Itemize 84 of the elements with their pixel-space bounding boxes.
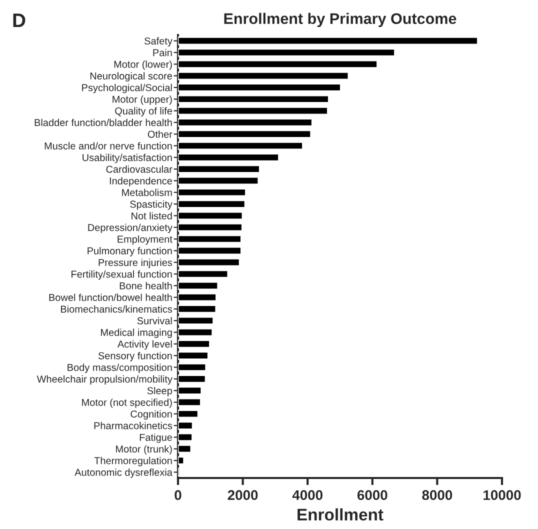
- bar: [178, 258, 240, 267]
- bar: [178, 130, 312, 138]
- y-tick-label: Pulmonary function: [88, 247, 172, 256]
- bar: [178, 36, 478, 46]
- x-tick-label: 8000: [422, 490, 452, 500]
- bar: [178, 71, 350, 80]
- bar: [178, 398, 202, 407]
- bar: [178, 153, 280, 162]
- y-tick-label: Depression/anxiety: [88, 224, 172, 234]
- y-tick-label: Spasticity: [130, 200, 172, 210]
- x-tick-label: 0: [174, 490, 182, 500]
- x-tick-label: 2000: [228, 490, 258, 500]
- y-tick-label: Bladder function/bladder health: [34, 118, 172, 126]
- y-tick-label: Neurological score: [90, 72, 172, 82]
- x-tick-label: 6000: [357, 490, 388, 500]
- bar: [178, 410, 199, 418]
- bar: [178, 176, 260, 186]
- y-tick-label: Not listed: [132, 212, 172, 220]
- y-tick-label: Sensory function: [98, 352, 172, 362]
- y-tick-label: Fertility/sexual function: [72, 270, 172, 280]
- x-axis-title: Enrollment: [298, 508, 384, 521]
- y-tick-label: Employment: [118, 235, 172, 245]
- bar: [178, 223, 243, 232]
- y-tick-label: Biomechanics/kinematics: [61, 305, 172, 313]
- x-tick-label: 10000: [484, 490, 521, 500]
- bar: [178, 362, 207, 372]
- bar: [178, 340, 210, 348]
- y-tick-label: Activity level: [117, 340, 172, 350]
- y-tick-label: Body mass/composition: [68, 364, 172, 373]
- y-tick-label: Motor (lower): [114, 60, 172, 70]
- bar: [178, 118, 313, 127]
- bar: [178, 211, 244, 220]
- bar: [178, 316, 214, 325]
- bar: [178, 328, 214, 337]
- y-tick-label: Psychological/Social: [82, 84, 172, 94]
- y-tick-label: Usability/satisfaction: [82, 154, 172, 164]
- y-tick-label: Cognition: [130, 410, 172, 420]
- bar: [178, 444, 192, 454]
- bar: [178, 94, 330, 104]
- bar: [178, 281, 219, 290]
- bar: [178, 386, 202, 395]
- chart-title: Enrollment by Primary Outcome: [224, 12, 456, 28]
- y-tick-label: Motor (not specified): [82, 398, 172, 408]
- bar: [178, 106, 328, 116]
- bar: [178, 83, 342, 92]
- y-tick-label: Cardiovascular: [106, 165, 172, 173]
- bar: [178, 421, 194, 430]
- bar: [178, 246, 242, 255]
- y-tick-label: Muscle and/or nerve function: [44, 142, 172, 150]
- bar: [178, 292, 217, 302]
- y-tick-label: Survival: [137, 316, 172, 324]
- y-tick-label: Motor (trunk): [116, 445, 172, 455]
- y-tick-label: Safety: [144, 37, 172, 47]
- y-tick-label: Other: [148, 130, 172, 138]
- bar: [178, 164, 260, 174]
- y-tick-label: Pain: [153, 48, 172, 56]
- bar: [178, 234, 242, 244]
- y-tick-label: Pressure injuries: [98, 258, 172, 268]
- y-tick-label: Independence: [110, 177, 172, 186]
- x-tick-label: 4000: [292, 490, 322, 500]
- text: D: [13, 14, 26, 28]
- y-tick-label: Metabolism: [122, 188, 172, 196]
- y-tick-label: Motor (upper): [112, 95, 172, 105]
- y-tick-label: Wheelchair propulsion/mobility: [36, 375, 172, 385]
- bar: [178, 200, 246, 208]
- bar: [178, 432, 193, 442]
- y-tick-label: Bone health: [120, 282, 172, 290]
- bar: [178, 48, 396, 57]
- bar: [178, 456, 185, 465]
- bar: [178, 304, 217, 314]
- y-tick-label: Thermoregulation: [94, 456, 172, 466]
- bar: [178, 141, 304, 150]
- y-tick-label: Bowel function/bowel health: [49, 294, 172, 302]
- bar: [178, 351, 209, 360]
- bar: [178, 188, 246, 197]
- y-tick-label: Sleep: [147, 386, 172, 396]
- bar: [178, 60, 378, 68]
- y-tick-label: Pharmacokinetics: [94, 422, 172, 430]
- y-tick-label: Quality of life: [115, 107, 172, 116]
- bar: [178, 374, 206, 384]
- bar: [178, 270, 229, 278]
- y-tick-label: Fatigue: [140, 434, 172, 443]
- y-tick-label: Medical imaging: [101, 328, 172, 338]
- y-tick-label: Autonomic dysreflexia: [74, 468, 172, 478]
